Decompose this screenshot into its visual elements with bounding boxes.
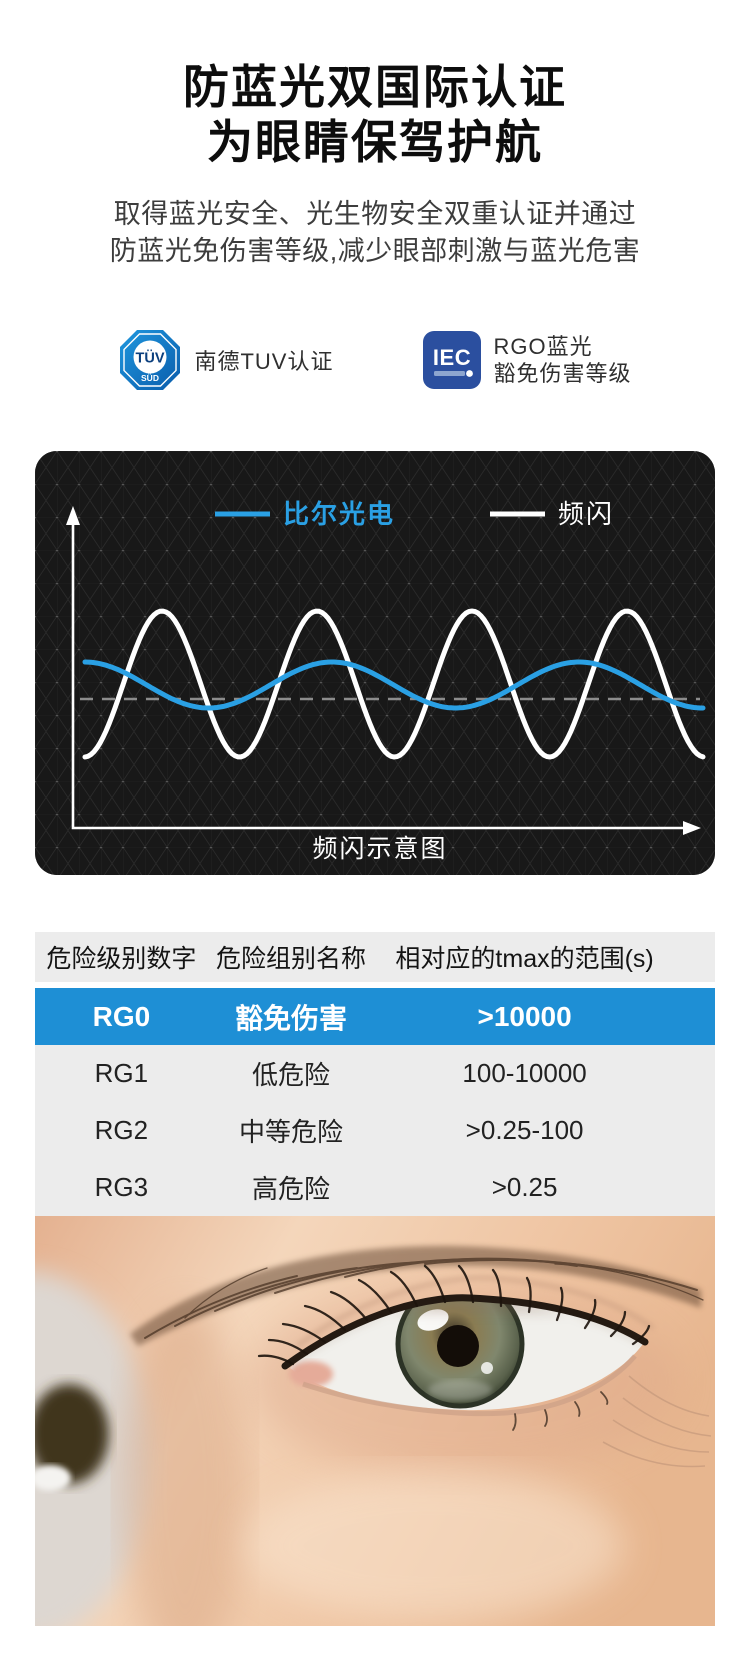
cell-level: RG1	[94, 1058, 149, 1089]
table-row-rg0-highlighted: RG0 豁免伤害 >10000	[35, 988, 715, 1046]
cell-name: 豁免伤害	[234, 1002, 347, 1034]
nose-bridge-shadow	[123, 1306, 247, 1627]
legend-label-flicker: 频闪	[558, 499, 614, 529]
page-title: 防蓝光双国际认证 为眼睛保驾护航	[0, 60, 750, 170]
flicker-wave-chart: 比尔光电 频闪 频闪示意图	[35, 451, 715, 876]
chart-axes	[66, 506, 701, 836]
hero-section: 防蓝光双国际认证 为眼睛保驾护航 取得蓝光安全、光生物安全双重认证并通过 防蓝光…	[0, 0, 750, 269]
eye	[257, 1265, 712, 1468]
cell-range: 100-10000	[462, 1058, 587, 1089]
wave-flicker	[82, 608, 706, 760]
chart-background	[35, 451, 715, 876]
flicker-chart-card: 比尔光电 频闪 频闪示意图	[35, 451, 715, 876]
chart-legend: 比尔光电 频闪	[215, 499, 614, 529]
cert-iec: IEC RGO蓝光 豁免伤害等级	[422, 330, 632, 390]
cell-level: RG3	[94, 1172, 149, 1203]
pupil	[437, 1325, 479, 1368]
iec-logo-icon: IEC	[422, 331, 481, 390]
cell-level: RG2	[94, 1115, 149, 1146]
header-group-name: 危险组别名称	[215, 945, 366, 974]
iec-cert-label: RGO蓝光 豁免伤害等级	[494, 333, 632, 388]
page-subtitle-line2: 防蓝光免伤害等级,减少眼部刺激与蓝光危害	[109, 235, 641, 266]
eye-illustration	[35, 1216, 715, 1627]
second-eye-sliver	[35, 1384, 109, 1485]
iec-cert-label-line1: RGO蓝光	[493, 333, 593, 359]
cell-name: 中等危险	[238, 1117, 343, 1148]
tuv-logo-text: TÜV	[136, 350, 165, 367]
cell-range: >0.25-100	[465, 1115, 584, 1146]
eye-closeup-photo	[35, 1216, 715, 1627]
x-axis-arrow	[683, 821, 701, 836]
tuv-cert-label: 南德TUV认证	[194, 349, 334, 375]
page-title-line1: 防蓝光双国际认证	[183, 61, 567, 113]
iec-logo-text: IEC	[432, 345, 470, 370]
table-row-rg1: RG1 低危险 100-10000	[35, 1045, 715, 1103]
lower-lid-line	[302, 1354, 637, 1417]
eye-wrinkles	[602, 1375, 712, 1468]
page-title-line2: 为眼睛保驾护航	[207, 116, 543, 169]
page-subtitle: 取得蓝光安全、光生物安全双重认证并通过 防蓝光免伤害等级,减少眼部刺激与蓝光危害	[0, 196, 750, 269]
iec-cert-label-line2: 豁免伤害等级	[493, 361, 632, 387]
cell-range: >10000	[477, 1000, 572, 1032]
header-tmax-range: 相对应的tmax的范围(s)	[395, 945, 654, 974]
cheek-highlight	[245, 1471, 625, 1622]
specular-highlight	[417, 1309, 449, 1331]
y-axis-arrow	[66, 506, 80, 526]
upper-lashes	[257, 1265, 651, 1366]
header-level: 危险级别数字	[46, 945, 197, 974]
inner-corner	[289, 1361, 333, 1388]
chart-title: 频闪示意图	[312, 835, 447, 863]
risk-table: 危险级别数字 危险组别名称 相对应的tmax的范围(s) RG0 豁免伤害 >1…	[35, 932, 715, 1217]
cell-range: >0.25	[491, 1172, 558, 1203]
table-row-rg3: RG3 高危险 >0.25	[35, 1159, 715, 1217]
cell-level: RG0	[92, 1000, 151, 1032]
cert-tuv: TÜV SÜD 南德TUV认证	[118, 328, 333, 392]
table-row-rg2: RG2 中等危险 >0.25-100	[35, 1102, 715, 1160]
wave-bier	[82, 659, 706, 711]
tuv-logo-subtext: SÜD	[142, 373, 160, 383]
legend-label-bier: 比尔光电	[283, 499, 395, 529]
lower-lashes	[512, 1391, 609, 1432]
cell-name: 高危险	[251, 1174, 330, 1205]
page-subtitle-line1: 取得蓝光安全、光生物安全双重认证并通过	[113, 199, 637, 230]
certifications-row: TÜV SÜD 南德TUV认证 IEC RGO蓝光 豁免伤害等级	[0, 325, 750, 395]
eyebrow	[130, 1246, 704, 1347]
risk-table-header: 危险级别数字 危险组别名称 相对应的tmax的范围(s)	[35, 932, 715, 989]
upper-lash-line	[281, 1294, 649, 1370]
tuv-sud-logo-icon: TÜV SÜD	[120, 330, 181, 391]
cell-name: 低危险	[251, 1060, 330, 1091]
eyelid-crease	[296, 1276, 654, 1348]
